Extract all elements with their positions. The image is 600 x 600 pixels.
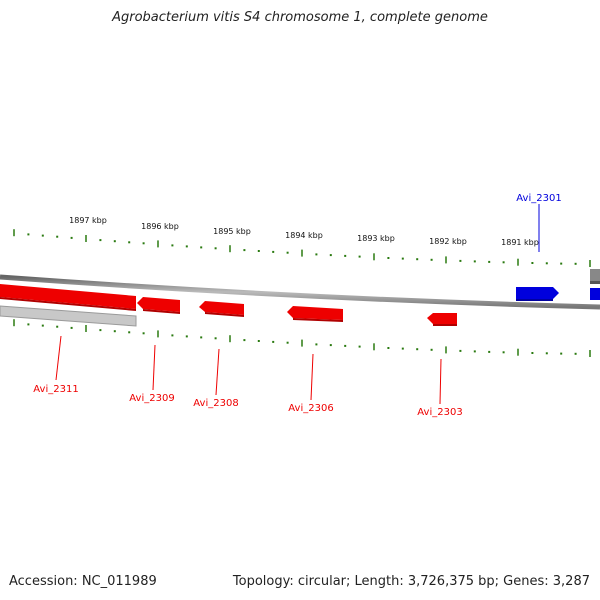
gene-label-avi-2306[interactable]: Avi_2306 xyxy=(288,403,333,414)
callout-line xyxy=(439,358,442,405)
forward-genes xyxy=(516,287,600,301)
upper-scale-ruler xyxy=(13,229,591,267)
scale-label: 1895 kbp xyxy=(213,227,251,236)
reverse-genes xyxy=(0,284,457,326)
scale-label: 1893 kbp xyxy=(357,234,395,243)
scale-label: 1892 kbp xyxy=(429,237,467,246)
gene-label-avi-2311[interactable]: Avi_2311 xyxy=(33,384,78,395)
genome-summary: Topology: circular; Length: 3,726,375 bp… xyxy=(232,574,590,589)
callout-line xyxy=(215,348,220,396)
gene-arrow-partial[interactable] xyxy=(590,288,600,300)
gene-arrow-avi-2303[interactable] xyxy=(427,313,457,324)
gene-label-avi-2308[interactable]: Avi_2308 xyxy=(193,398,238,409)
page-title: Agrobacterium vitis S4 chromosome 1, com… xyxy=(112,10,488,25)
callout-line xyxy=(310,353,314,401)
callout-line xyxy=(55,335,62,381)
gene-labels: Avi_2311 Avi_2309 Avi_2308 Avi_2306 Avi_… xyxy=(33,193,561,418)
gene-label-avi-2309[interactable]: Avi_2309 xyxy=(129,393,174,404)
gene-arrow-avi-2301[interactable] xyxy=(516,287,559,299)
scale-label: 1894 kbp xyxy=(285,231,323,240)
scale-label: 1891 kbp xyxy=(501,238,539,247)
rna-feature xyxy=(0,305,137,327)
accession-label: Accession: NC_011989 xyxy=(9,574,157,589)
gene-callout-lines xyxy=(55,204,540,405)
backbone-segment xyxy=(590,281,600,284)
lower-scale-ruler xyxy=(13,319,591,357)
scale-label: 1896 kbp xyxy=(141,222,179,231)
scale-labels: 1897 kbp 1896 kbp 1895 kbp 1894 kbp 1893… xyxy=(69,216,539,247)
gene-arrow-avi-2306[interactable] xyxy=(287,306,343,320)
gene-arrow-avi-2309[interactable] xyxy=(137,297,180,312)
gene-label-avi-2303[interactable]: Avi_2303 xyxy=(417,407,462,418)
gene-label-avi-2301[interactable]: Avi_2301 xyxy=(516,193,561,204)
callout-line xyxy=(152,344,156,391)
scale-label: 1897 kbp xyxy=(69,216,107,225)
forward-backbone-track xyxy=(0,274,600,310)
gene-arrow-avi-2308[interactable] xyxy=(199,301,244,315)
backbone-segment xyxy=(590,269,600,281)
gene-arrow-avi-2311[interactable] xyxy=(0,284,136,309)
